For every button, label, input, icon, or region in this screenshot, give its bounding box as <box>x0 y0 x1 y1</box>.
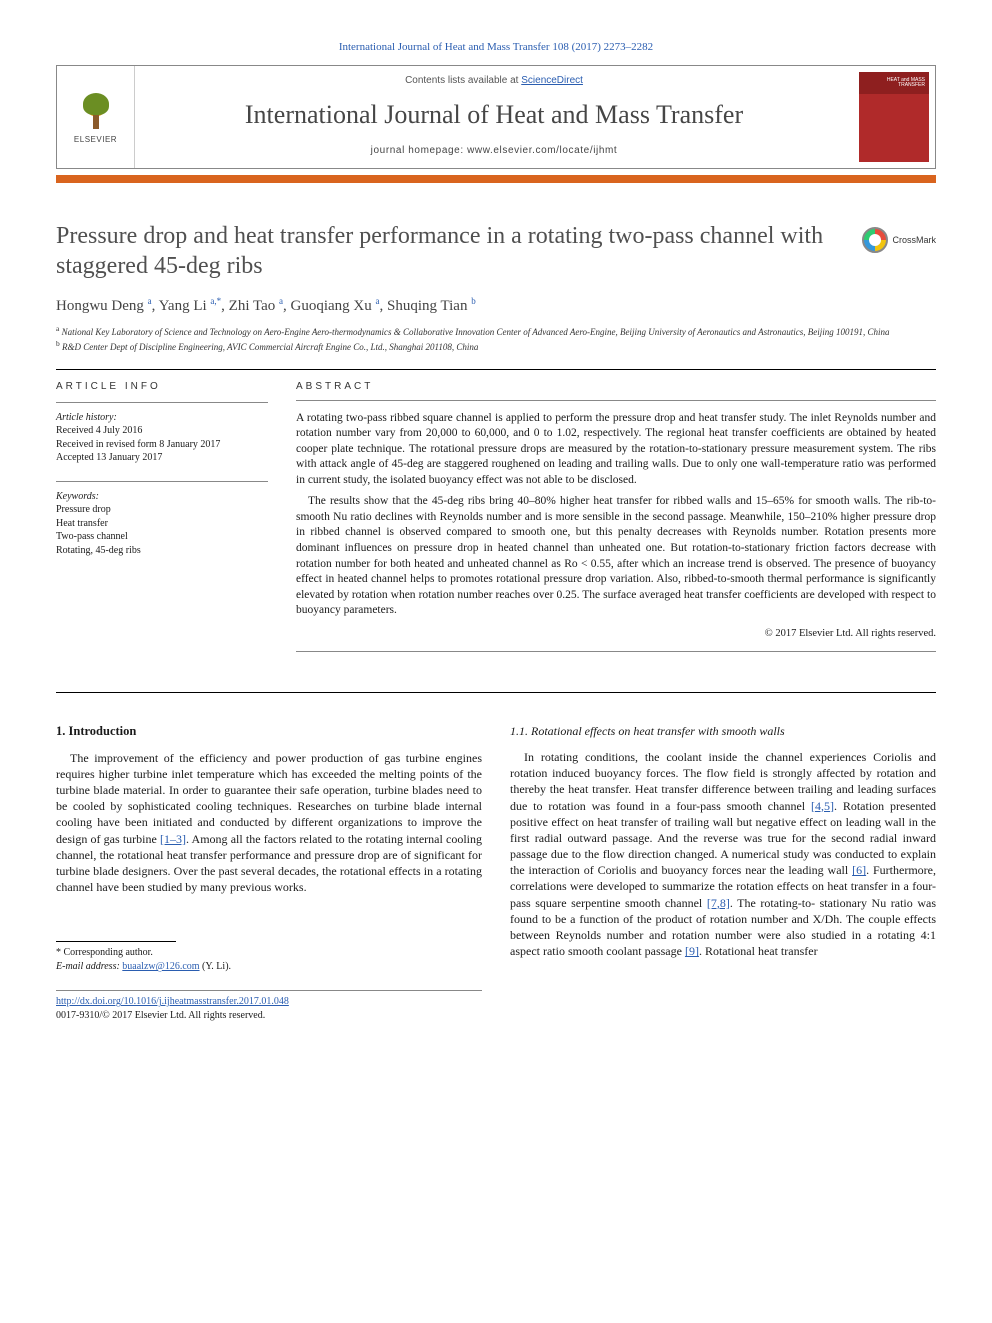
corresponding-author-block: * Corresponding author. E-mail address: … <box>56 941 482 974</box>
journal-header: ELSEVIER Contents lists available at Sci… <box>56 65 936 169</box>
citation-line: International Journal of Heat and Mass T… <box>56 40 936 55</box>
elsevier-logo: ELSEVIER <box>57 66 135 168</box>
affiliations: a National Key Laboratory of Science and… <box>56 324 936 353</box>
contents-available-line: Contents lists available at ScienceDirec… <box>145 74 843 88</box>
author-list: Hongwu Deng a, Yang Li a,*, Zhi Tao a, G… <box>56 295 936 316</box>
corr-email-link[interactable]: buaalzw@126.com <box>122 961 199 972</box>
article-info-column: ARTICLE INFO Article history: Received 4… <box>56 380 268 661</box>
ref-6-link[interactable]: [6] <box>852 863 866 877</box>
affiliation-b-text: R&D Center Dept of Discipline Engineerin… <box>62 342 478 352</box>
elsevier-word: ELSEVIER <box>74 135 117 146</box>
affiliation-b: b R&D Center Dept of Discipline Engineer… <box>56 339 936 354</box>
history-revised: Received in revised form 8 January 2017 <box>56 438 268 452</box>
keyword-2: Two-pass channel <box>56 530 268 544</box>
email-who: (Y. Li). <box>200 961 231 972</box>
body-columns: 1. Introduction The improvement of the e… <box>56 723 936 1023</box>
homepage-prefix: journal homepage: <box>371 145 467 156</box>
intro-heading: 1. Introduction <box>56 723 482 740</box>
ref-1-3-link[interactable]: [1–3] <box>160 832 186 846</box>
affiliation-a-text: National Key Laboratory of Science and T… <box>62 327 890 337</box>
history-received: Received 4 July 2016 <box>56 424 268 438</box>
ref-4-5-link[interactable]: [4,5] <box>811 799 834 813</box>
history-label: Article history: <box>56 411 268 425</box>
email-label: E-mail address: <box>56 961 122 972</box>
elsevier-tree-icon <box>73 87 119 133</box>
keywords-label: Keywords: <box>56 490 268 504</box>
abstract-column: ABSTRACT A rotating two-pass ribbed squa… <box>296 380 936 661</box>
doi-block: http://dx.doi.org/10.1016/j.ijheatmasstr… <box>56 990 482 1022</box>
article-info-label: ARTICLE INFO <box>56 380 268 394</box>
homepage-url: www.elsevier.com/locate/ijhmt <box>467 145 617 156</box>
sub-text-5: . Rotational heat transfer <box>699 944 818 958</box>
journal-homepage-line: journal homepage: www.elsevier.com/locat… <box>145 144 843 158</box>
history-accepted: Accepted 13 January 2017 <box>56 451 268 465</box>
corr-label: * Corresponding author. <box>56 946 482 960</box>
ref-7-8-link[interactable]: [7,8] <box>707 896 730 910</box>
abstract-p1: A rotating two-pass ribbed square channe… <box>296 411 936 489</box>
abstract-label: ABSTRACT <box>296 380 936 394</box>
sciencedirect-link[interactable]: ScienceDirect <box>521 75 583 86</box>
cover-label: HEAT and MASS TRANSFER <box>859 78 925 89</box>
subsection-heading: 1.1. Rotational effects on heat transfer… <box>510 723 936 739</box>
ref-9-link[interactable]: [9] <box>685 944 699 958</box>
crossmark-icon <box>862 227 888 253</box>
accent-bar <box>56 175 936 183</box>
article-title: Pressure drop and heat transfer performa… <box>56 221 842 281</box>
rule-top <box>56 369 936 370</box>
keyword-3: Rotating, 45-deg ribs <box>56 544 268 558</box>
rule-mid <box>56 692 936 693</box>
journal-cover-thumb: HEAT and MASS TRANSFER <box>859 72 929 162</box>
crossmark-badge[interactable]: CrossMark <box>862 227 936 253</box>
doi-link[interactable]: http://dx.doi.org/10.1016/j.ijheatmasstr… <box>56 996 289 1007</box>
issn-line: 0017-9310/© 2017 Elsevier Ltd. All right… <box>56 1009 482 1023</box>
keyword-1: Heat transfer <box>56 517 268 531</box>
affiliation-a: a National Key Laboratory of Science and… <box>56 324 936 339</box>
intro-paragraph: The improvement of the efficiency and po… <box>56 750 482 896</box>
subsection-paragraph: In rotating conditions, the coolant insi… <box>510 749 936 959</box>
abstract-copyright: © 2017 Elsevier Ltd. All rights reserved… <box>296 627 936 641</box>
contents-prefix: Contents lists available at <box>405 75 521 86</box>
journal-name: International Journal of Heat and Mass T… <box>145 97 843 132</box>
keyword-0: Pressure drop <box>56 503 268 517</box>
crossmark-label: CrossMark <box>892 234 936 246</box>
abstract-p2: The results show that the 45-deg ribs br… <box>296 494 936 618</box>
